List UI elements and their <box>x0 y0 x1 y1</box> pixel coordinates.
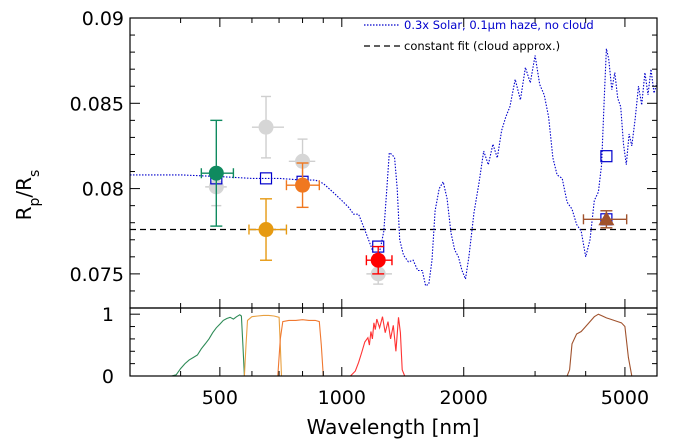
legend: 0.3x Solar, 0.1μm haze, no cloud constan… <box>364 18 594 53</box>
model-spectrum-line <box>130 48 657 287</box>
measurement-4 <box>582 210 628 229</box>
x-axis-title: Wavelength [nm] <box>307 415 480 439</box>
x-tick-label: 500 <box>202 387 238 409</box>
measurement-2 <box>285 162 321 209</box>
filter-frame <box>129 307 658 377</box>
x-tick-label: 5000 <box>601 387 649 409</box>
measurement-marker <box>370 252 386 268</box>
y-axis-title-mid: /R <box>12 177 36 198</box>
x-tick-label: 2000 <box>440 387 488 409</box>
main-panel <box>130 48 657 287</box>
legend-label-constant-fit: constant fit (cloud approx.) <box>404 39 560 53</box>
y-tick-label: 0.085 <box>70 93 124 115</box>
legend-label-model: 0.3x Solar, 0.1μm haze, no cloud <box>404 18 594 32</box>
axes: 500 1000 2000 5000 0.075 0.08 0.085 0.09 0 1 <box>70 8 658 409</box>
faint-marker <box>258 119 274 135</box>
y-axis-title-main: R <box>12 206 36 220</box>
y-tick-label: 0.075 <box>70 264 124 286</box>
filter-curve-orange <box>243 314 283 377</box>
measurement-marker <box>258 222 274 238</box>
measurement-marker <box>208 165 224 181</box>
filter-y-tick-label: 1 <box>102 304 114 326</box>
main-frame <box>129 17 658 309</box>
filter-y-tick-label: 0 <box>102 366 114 388</box>
y-axis-title-sub-s: s <box>27 170 43 177</box>
measurement-0 <box>200 119 235 227</box>
filter-curve-brown <box>566 313 633 377</box>
y-axis-title: Rp/Rs <box>12 170 43 221</box>
filter-panel <box>171 313 633 377</box>
filter-curve-orange-red <box>277 319 324 377</box>
faint-point-1 <box>251 95 285 159</box>
measurement-marker <box>295 177 311 193</box>
faint-marker <box>295 153 311 169</box>
measurement-1 <box>248 198 288 261</box>
x-tick-label: 1000 <box>318 387 366 409</box>
main-plot-area <box>130 48 657 287</box>
model-band-square-1 <box>259 172 273 185</box>
model-band-square-5 <box>600 150 613 163</box>
y-axis-title-sub-p: p <box>27 197 43 206</box>
filter-curve-green <box>171 314 245 377</box>
y-tick-label: 0.08 <box>82 179 124 201</box>
measurement-3 <box>365 245 393 275</box>
y-tick-label: 0.09 <box>82 8 124 30</box>
filter-curve-red <box>350 316 406 377</box>
measurement-triangle-marker <box>598 211 615 226</box>
